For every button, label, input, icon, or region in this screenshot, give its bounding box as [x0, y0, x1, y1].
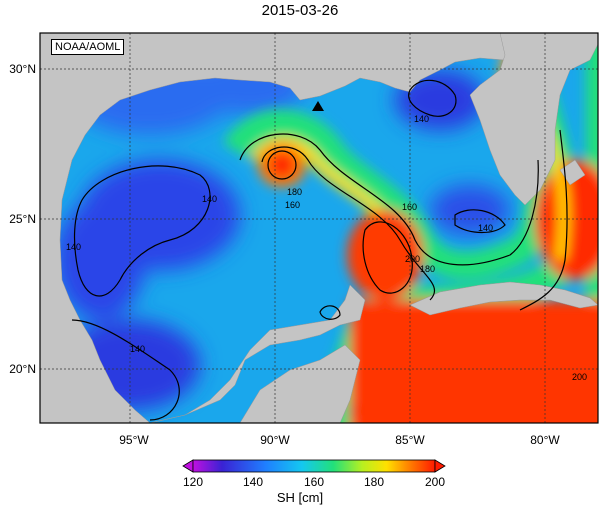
- colorbar-left-arrow: [182, 459, 194, 473]
- contour-label-140-b: 140: [66, 242, 81, 252]
- contour-140-northeast: [408, 79, 457, 117]
- contour-label-140-e: 140: [478, 223, 493, 233]
- lat-tick-20: 20°N: [9, 362, 36, 376]
- contour-140-east: [454, 209, 506, 234]
- map-frame: [39, 32, 599, 424]
- contour-140-west: [73, 165, 211, 297]
- colorbar-ramp: [192, 459, 436, 473]
- colorbar-tick-140: 140: [243, 475, 263, 489]
- map-title: 2015-03-26: [261, 2, 339, 19]
- contour-label-200-b: 200: [572, 372, 587, 382]
- colorbar-label: SH [cm]: [276, 490, 324, 505]
- map-frame-content: 140 140 140 140 140 180 180 160 160 200 …: [40, 33, 598, 423]
- contour-140-small: [319, 305, 341, 320]
- contour-label-200-a: 200: [405, 254, 420, 264]
- colorbar-tick-160: 160: [304, 475, 324, 489]
- station-marker-icon: [312, 101, 324, 111]
- lon-tick-95: 95°W: [119, 433, 149, 447]
- contour-label-180-b: 180: [420, 264, 435, 274]
- contour-label-180-a: 180: [287, 187, 302, 197]
- colorbar-tick-120: 120: [183, 475, 203, 489]
- contour-label-160-a: 160: [285, 200, 300, 210]
- lat-tick-30: 30°N: [9, 62, 36, 76]
- contour-200-loop: [362, 221, 413, 294]
- contour-lines: [71, 79, 568, 421]
- contour-180: [261, 146, 436, 301]
- land: [40, 33, 598, 423]
- lon-tick-80: 80°W: [530, 433, 560, 447]
- contour-label-140-d: 140: [414, 114, 429, 124]
- contour-labels: 140 140 140 140 140 180 180 160 160 200 …: [66, 114, 587, 382]
- graticule: [40, 33, 598, 423]
- contour-160: [239, 133, 539, 266]
- contour-180-east: [519, 129, 568, 311]
- lat-tick-25: 25°N: [9, 212, 36, 226]
- contour-200-eddy: [267, 150, 297, 180]
- contour-140-south: [71, 319, 180, 421]
- lon-tick-85: 85°W: [395, 433, 425, 447]
- contour-label-140-a: 140: [202, 194, 217, 204]
- lon-tick-90: 90°W: [260, 433, 290, 447]
- colorbar-right-arrow: [434, 459, 446, 473]
- colorbar-tick-200: 200: [425, 475, 445, 489]
- colorbar-tick-180: 180: [364, 475, 384, 489]
- contour-label-140-c: 140: [130, 344, 145, 354]
- colorbar: 120 140 160 180 200: [182, 459, 446, 489]
- credit-label: NOAA/AOML: [51, 39, 125, 55]
- contour-label-160-b: 160: [402, 202, 417, 212]
